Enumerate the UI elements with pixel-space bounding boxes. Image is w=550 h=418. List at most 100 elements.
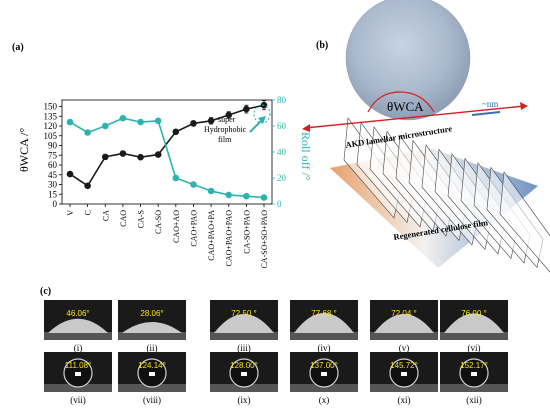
data-point-0 bbox=[154, 151, 162, 158]
droplet-body bbox=[48, 318, 108, 333]
annotation-line-2: Hydrophobic bbox=[204, 125, 247, 134]
annotation-arrowhead bbox=[258, 116, 266, 124]
substrate bbox=[210, 332, 278, 340]
annotation-line-3: film bbox=[218, 135, 232, 144]
droplet-image: 124.14° bbox=[118, 352, 186, 392]
data-point-1 bbox=[66, 118, 74, 126]
droplet-shape bbox=[370, 314, 438, 340]
substrate bbox=[118, 332, 186, 340]
droplet-image: 111.08° bbox=[44, 352, 112, 392]
right-tick-label: 60 bbox=[277, 121, 287, 131]
droplet-image: 46.06° bbox=[44, 300, 112, 340]
x-tick-label: CAO+PAO+PAO bbox=[225, 210, 234, 267]
droplet-image: 137.00° bbox=[290, 352, 358, 392]
droplet-caption: (xi) bbox=[397, 395, 411, 405]
droplet-highlight bbox=[75, 372, 81, 376]
droplet-body bbox=[294, 313, 354, 333]
droplet-shape bbox=[210, 358, 278, 392]
droplet-body bbox=[374, 314, 434, 333]
substrate bbox=[118, 384, 186, 392]
panel-c-label: (c) bbox=[40, 286, 52, 297]
y-right-label: Roll off /° bbox=[299, 132, 310, 181]
data-point-1 bbox=[119, 114, 127, 122]
droplet-highlight bbox=[149, 372, 155, 376]
substrate bbox=[440, 384, 508, 392]
right-tick-label: 80 bbox=[277, 95, 287, 105]
droplet-caption: (v) bbox=[398, 343, 410, 353]
substrate bbox=[370, 332, 438, 340]
droplet-image: 128.00° bbox=[210, 352, 278, 392]
lamellar-schematic: θWCA ~nm AKD lamellar microstructure Reg… bbox=[302, 0, 550, 273]
contact-angle-value: 28.06° bbox=[140, 309, 164, 318]
right-axis-ticks: 0 20 40 60 80 bbox=[272, 95, 287, 209]
tangent-line bbox=[304, 105, 526, 129]
droplet-caption: (vii) bbox=[70, 395, 86, 405]
left-tick-label: 60 bbox=[48, 160, 58, 170]
x-tick-label: CAO+PAO+PA bbox=[207, 210, 216, 261]
x-tick-label: CAO bbox=[119, 210, 128, 227]
droplet-shape bbox=[118, 321, 186, 340]
annotation-arrow bbox=[249, 119, 263, 133]
substrate bbox=[290, 332, 358, 340]
droplet-image: 28.06° bbox=[118, 300, 186, 340]
droplet-shape bbox=[210, 313, 278, 340]
substrate bbox=[290, 384, 358, 392]
y-left-label: θWCA /° bbox=[17, 128, 31, 172]
left-tick-label: 15 bbox=[48, 189, 58, 199]
left-tick-label: 0 bbox=[53, 199, 58, 209]
contact-angle-value: 76.00 ° bbox=[461, 309, 487, 318]
tangent-arrow-left bbox=[302, 124, 310, 132]
left-tick-label: 105 bbox=[44, 131, 58, 141]
data-point-1 bbox=[225, 191, 233, 199]
substrate bbox=[370, 384, 438, 392]
data-point-1 bbox=[84, 129, 91, 136]
droplet-image: 76.00 ° bbox=[440, 300, 508, 340]
right-tick-label: 20 bbox=[277, 173, 287, 183]
contact-angle-value: 128.00° bbox=[230, 361, 258, 370]
contact-angle-value: 137.00° bbox=[310, 361, 338, 370]
theta-wca-label: θWCA bbox=[387, 99, 424, 114]
lamella-sheet bbox=[499, 171, 550, 273]
contact-angle-arc bbox=[367, 91, 435, 113]
contact-angle-value: 72.04 ° bbox=[391, 309, 417, 318]
droplet-body bbox=[214, 313, 274, 333]
contact-angle-value: 124.14° bbox=[138, 361, 166, 370]
data-point-1 bbox=[154, 117, 162, 125]
left-tick-label: 30 bbox=[48, 180, 58, 190]
droplet-image: 77.68 ° bbox=[290, 300, 358, 340]
droplet-highlight bbox=[321, 372, 327, 376]
right-tick-label: 0 bbox=[277, 199, 282, 209]
data-point-1 bbox=[190, 181, 197, 188]
contact-angle-value: 72.50 ° bbox=[231, 309, 257, 318]
droplet-shape bbox=[118, 358, 186, 392]
droplet-caption: (iv) bbox=[317, 343, 331, 353]
droplet-caption: (xii) bbox=[466, 395, 482, 405]
data-point-0 bbox=[137, 153, 144, 161]
droplet-image: 152.17° bbox=[440, 352, 508, 392]
droplet-caption: (viii) bbox=[143, 395, 161, 405]
droplet-caption: (i) bbox=[73, 343, 83, 353]
contact-angle-value: 152.17° bbox=[460, 361, 488, 370]
droplet-shape bbox=[44, 318, 112, 340]
x-tick-label: CAO+AO bbox=[172, 210, 181, 243]
substrate bbox=[44, 332, 112, 340]
droplet-caption: (x) bbox=[318, 395, 330, 405]
substrate bbox=[44, 384, 112, 392]
left-tick-label: 120 bbox=[44, 121, 58, 131]
data-point-1 bbox=[243, 192, 250, 200]
x-tick-label: V bbox=[66, 210, 75, 216]
substrate bbox=[210, 384, 278, 392]
left-tick-label: 150 bbox=[44, 102, 58, 112]
x-tick-label: CAO+PAO bbox=[189, 210, 198, 247]
droplet-caption: (iii) bbox=[237, 343, 251, 353]
data-point-1 bbox=[260, 194, 268, 201]
droplet-shape bbox=[290, 313, 358, 340]
contact-angle-value: 111.08° bbox=[64, 361, 92, 370]
data-point-0 bbox=[243, 105, 250, 113]
data-point-0 bbox=[84, 182, 91, 190]
droplet-shape bbox=[440, 358, 508, 392]
data-point-1 bbox=[207, 187, 215, 195]
left-tick-label: 135 bbox=[44, 111, 58, 121]
